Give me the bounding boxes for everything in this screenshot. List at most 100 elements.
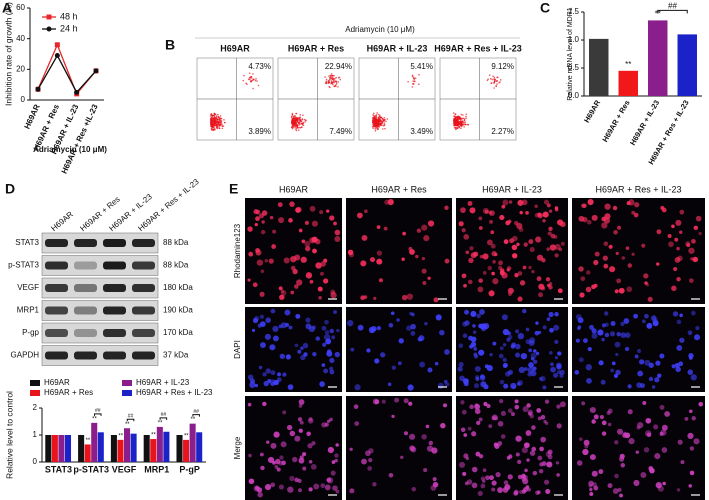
cell <box>598 469 604 475</box>
cell <box>376 225 381 230</box>
cell <box>537 330 542 335</box>
flow-dot <box>333 74 335 77</box>
cell <box>538 283 545 290</box>
blot-band <box>45 306 68 315</box>
cell <box>492 341 497 346</box>
size-label: 170 kDa <box>163 328 193 337</box>
cell <box>601 420 607 426</box>
cell <box>584 444 589 449</box>
flow-dot <box>379 118 381 120</box>
cell <box>586 378 592 384</box>
panel-label: E <box>229 181 238 197</box>
cell <box>373 296 377 301</box>
flow-dot <box>460 118 462 121</box>
cell <box>534 204 539 209</box>
cell <box>262 401 267 407</box>
cell <box>619 493 623 498</box>
flow-dot <box>383 124 385 126</box>
cell <box>459 375 465 382</box>
cell <box>296 279 303 286</box>
cell <box>255 216 260 222</box>
cell <box>298 399 305 405</box>
cell <box>602 255 608 261</box>
flow-dot <box>210 114 213 117</box>
cell <box>542 218 546 223</box>
size-label: 180 kDa <box>163 283 193 292</box>
cell <box>587 220 592 225</box>
cell <box>688 247 695 254</box>
cell <box>554 243 561 251</box>
cell <box>335 443 339 447</box>
flow-dot <box>375 123 377 125</box>
cell <box>517 271 523 276</box>
cell <box>525 211 529 215</box>
cell <box>421 256 426 261</box>
cell <box>612 488 619 494</box>
cell <box>591 470 598 477</box>
cell <box>323 333 331 341</box>
flow-dot <box>209 119 212 121</box>
cell <box>410 323 416 330</box>
cell <box>659 353 665 359</box>
cell <box>464 320 470 326</box>
cell <box>321 363 326 368</box>
cell <box>636 348 642 354</box>
flow-dot <box>295 127 298 130</box>
cell <box>317 286 323 292</box>
flow-dot <box>331 78 334 81</box>
cell <box>559 373 564 378</box>
cell <box>292 456 298 463</box>
flow-dot <box>216 116 218 118</box>
cell <box>550 362 554 367</box>
cell <box>334 229 341 236</box>
cell <box>614 289 619 294</box>
cell <box>607 408 613 414</box>
quadrant-value: 3.89% <box>248 127 271 136</box>
flow-dot <box>493 80 496 83</box>
cell <box>676 488 681 492</box>
cell <box>360 260 367 267</box>
cell <box>559 401 566 408</box>
cell <box>593 485 599 491</box>
cell <box>460 400 465 405</box>
flow-dot <box>384 127 386 130</box>
flow-dot <box>298 124 301 126</box>
cell <box>468 279 473 285</box>
flow-dot <box>460 113 463 116</box>
cell <box>273 431 280 438</box>
flow-dot <box>338 76 341 79</box>
flow-dot <box>294 122 297 125</box>
cell <box>491 487 496 492</box>
cell <box>560 241 565 246</box>
cell <box>288 325 293 330</box>
blot-band <box>45 284 68 292</box>
bar <box>124 428 131 462</box>
cell <box>247 374 254 380</box>
cell <box>468 257 474 264</box>
flow-dot <box>493 76 496 79</box>
x-tick-label: VEGF <box>112 464 137 474</box>
micrograph <box>245 396 342 500</box>
cell <box>326 350 333 357</box>
cell <box>610 368 614 373</box>
cell <box>334 453 339 458</box>
cell <box>609 331 616 337</box>
flow-dot <box>325 82 327 85</box>
cell <box>264 259 269 263</box>
cell <box>600 379 606 385</box>
cell <box>679 230 683 234</box>
bar <box>163 431 170 462</box>
cell <box>497 487 503 493</box>
cell <box>538 469 544 474</box>
cell <box>324 484 331 491</box>
x-tick-label: H69AR + Res +IL-23 <box>60 102 100 175</box>
flow-dot <box>221 125 224 127</box>
cell <box>676 319 682 325</box>
cell <box>485 475 490 481</box>
cell <box>354 384 361 391</box>
cell <box>489 475 494 481</box>
cell <box>369 257 375 263</box>
x-tick-label: MRP1 <box>144 464 169 474</box>
cell <box>419 361 426 368</box>
cell <box>557 288 563 294</box>
